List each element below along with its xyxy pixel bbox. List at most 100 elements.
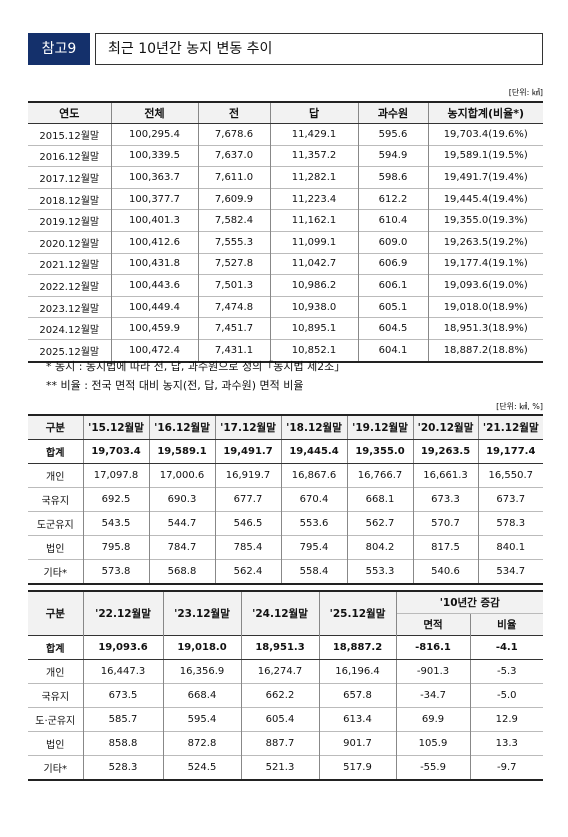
table-cell: 7,451.7: [197, 317, 270, 340]
table-cell: 19,093.6(19.0%): [427, 274, 543, 297]
table-header-row: 연도 전체 전 답 과수원 농지합계(비율*): [28, 102, 543, 124]
table-cell: 16,274.7: [240, 659, 319, 684]
table-cell: 7,678.6: [197, 123, 270, 146]
table-row: 기타* 528.3 524.5 521.3 517.9 -55.9 -9.7: [28, 755, 543, 780]
sub-column-header: 면적: [395, 613, 470, 636]
reference-badge: 참고9: [28, 33, 90, 65]
table-cell: 19,177.4(19.1%): [427, 252, 543, 275]
table-cell: 19,491.7(19.4%): [427, 166, 543, 189]
table-cell: 11,042.7: [269, 252, 358, 275]
table-cell: 도군유지: [28, 511, 83, 536]
table-row: 2021.12월말 100,431.8 7,527.8 11,042.7 606.9 19…: [28, 252, 543, 275]
table-cell: 668.1: [346, 487, 413, 512]
column-header: 전: [197, 102, 270, 124]
table-cell: 7,527.8: [197, 252, 270, 275]
table-cell: -816.1: [395, 635, 470, 660]
table-cell: 기타*: [28, 755, 83, 780]
table-cell: 673.3: [412, 487, 478, 512]
table-cell: 7,582.4: [197, 209, 270, 232]
table-cell: 2023.12월말: [28, 295, 111, 318]
table-cell: 668.4: [162, 683, 241, 708]
table-cell: -901.3: [395, 659, 470, 684]
table-header-row: 구분 '15.12월말 '16.12월말 '17.12월말 '18.12월말 '19.12…: [28, 415, 543, 440]
table-cell: 17,000.6: [148, 463, 215, 488]
table-cell: 16,196.4: [318, 659, 396, 684]
table-cell: 605.4: [240, 707, 319, 732]
table-cell: 578.3: [477, 511, 543, 536]
table-cell: 10,895.1: [269, 317, 358, 340]
table-row: 2025.12월말 100,472.4 7,431.1 10,852.1 604.1 18…: [28, 338, 543, 362]
table-cell: 546.5: [214, 511, 281, 536]
table-cell: 7,555.3: [197, 230, 270, 254]
table-cell: 604.5: [357, 317, 428, 340]
table-cell: 690.3: [148, 487, 215, 512]
table-cell: 540.6: [412, 559, 478, 584]
table-cell: 595.4: [162, 707, 241, 732]
table-cell: 18,951.3: [240, 635, 319, 660]
table-cell: 872.8: [162, 731, 241, 756]
column-header: 전체: [110, 102, 198, 124]
total-row: 합계 19,093.6 19,018.0 18,951.3 18,887.2 -816.1…: [28, 635, 543, 660]
table-cell: 606.9: [357, 252, 428, 275]
table-cell: 11,099.1: [269, 230, 358, 254]
table-cell: 7,474.8: [197, 295, 270, 318]
table-cell: 598.6: [357, 166, 428, 189]
table-cell: 517.9: [318, 755, 396, 780]
table-cell: 585.7: [82, 707, 163, 732]
table-row: 2019.12월말 100,401.3 7,582.4 11,162.1 610.4 19…: [28, 209, 543, 232]
table-cell: -4.1: [469, 635, 543, 660]
footnotes: * 농지 : 농지법에 따라 전, 답, 과수원으로 정의「농지법 제2조」 *…: [46, 357, 345, 395]
table-cell: 국유지: [28, 487, 83, 512]
table-cell: 16,356.9: [162, 659, 241, 684]
column-header: 구분: [28, 591, 83, 636]
column-header: 연도: [28, 102, 111, 124]
table-cell: 11,357.2: [269, 144, 358, 167]
table-cell: 69.9: [395, 707, 470, 732]
column-header: '18.12월말: [280, 415, 347, 440]
table-cell: 도·군유지: [28, 707, 83, 732]
table-cell: 2022.12월말: [28, 274, 111, 297]
table-cell: 105.9: [395, 731, 470, 756]
table-cell: 553.6: [280, 511, 347, 536]
table-cell: 100,472.4: [110, 338, 198, 362]
table-cell: 901.7: [318, 731, 396, 756]
table-cell: 16,447.3: [82, 659, 163, 684]
footnote-farmland: * 농지 : 농지법에 따라 전, 답, 과수원으로 정의「농지법 제2조」: [46, 360, 346, 373]
column-header: '15.12월말: [82, 415, 149, 440]
table-cell: 19,703.4: [82, 439, 149, 464]
table-cell: 840.1: [477, 535, 543, 560]
table-cell: 558.4: [280, 559, 347, 584]
footnote-ratio: ** 비율 : 전국 면적 대비 농지(전, 답, 과수원) 면적 비율: [46, 379, 304, 392]
table-cell: 13.3: [469, 731, 543, 756]
table-cell: 10,938.0: [269, 295, 358, 318]
table-cell: 670.4: [280, 487, 347, 512]
table-cell: 785.4: [214, 535, 281, 560]
table-cell: 기타*: [28, 559, 83, 584]
table-row: 2015.12월말 100,295.4 7,678.6 11,429.1 595.6 19…: [28, 123, 543, 146]
table-cell: 16,550.7: [477, 463, 543, 488]
table-cell: -34.7: [395, 683, 470, 708]
table-cell: 7,609.9: [197, 187, 270, 210]
table-cell: 19,445.4: [280, 439, 347, 464]
table-cell: 법인: [28, 731, 83, 756]
table-row: 2018.12월말 100,377.7 7,609.9 11,223.4 612.2 19…: [28, 187, 543, 210]
group-header: '10년간 증감: [395, 591, 543, 614]
table-cell: 573.8: [82, 559, 149, 584]
table-cell: 19,703.4(19.6%): [427, 123, 543, 146]
table-cell: 19,263.5(19.2%): [427, 230, 543, 254]
table-cell: -9.7: [469, 755, 543, 780]
table-cell: 534.7: [477, 559, 543, 584]
table2-unit: [단위: ㎢, %]: [496, 402, 543, 411]
table-cell: 100,412.6: [110, 230, 198, 254]
table-cell: 100,459.9: [110, 317, 198, 340]
table-cell: 10,852.1: [269, 338, 358, 362]
column-header: 답: [269, 102, 358, 124]
table-cell: 606.1: [357, 274, 428, 297]
column-header: '21.12월말: [477, 415, 543, 440]
column-header: '19.12월말: [346, 415, 413, 440]
table-cell: 7,501.3: [197, 274, 270, 297]
table-row: 2022.12월말 100,443.6 7,501.3 10,986.2 606.1 19…: [28, 274, 543, 297]
table-cell: 562.7: [346, 511, 413, 536]
table-cell: 2020.12월말: [28, 230, 111, 254]
table-cell: 2015.12월말: [28, 123, 111, 146]
